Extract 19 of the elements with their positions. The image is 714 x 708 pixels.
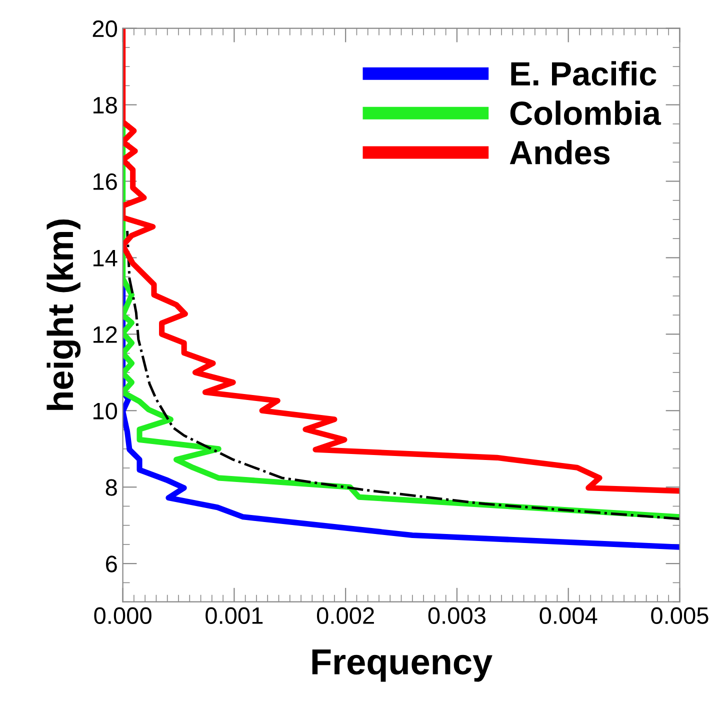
y-tick-label: 14 — [93, 250, 118, 266]
y-tick-label: 18 — [93, 96, 117, 114]
y-axis-title: height (km) — [46, 220, 81, 410]
x-axis-title: Frequency — [312, 649, 492, 682]
x-tick-label: 0.003 — [428, 607, 486, 624]
legend-label: Andes — [510, 140, 610, 164]
y-tick-label: 10 — [93, 402, 118, 420]
x-tick-label: 0.000 — [94, 607, 152, 624]
y-tick-label: 8 — [106, 479, 117, 496]
y-tick-label: 16 — [93, 173, 117, 190]
y-tick-label: 20 — [92, 20, 118, 38]
x-tick-label: 0.002 — [316, 607, 374, 624]
x-tick-label: 0.001 — [206, 607, 263, 624]
x-tick-label: 0.004 — [540, 607, 598, 624]
y-tick-label: 6 — [106, 556, 117, 572]
y-tick-label: 12 — [93, 326, 117, 343]
legend-label: Colombia — [510, 100, 662, 126]
legend-label: E. Pacific — [511, 61, 656, 86]
x-tick-label: 0.005 — [651, 607, 708, 624]
